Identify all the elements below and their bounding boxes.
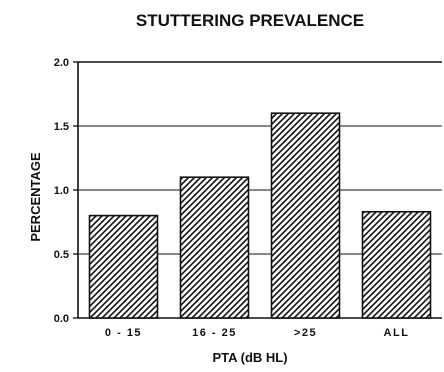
y-tick-label: 2.0	[54, 57, 69, 69]
x-tick-label: 16 - 25	[192, 327, 237, 339]
y-tick-label: 1.5	[54, 121, 69, 133]
y-tick-label: 1.0	[54, 185, 69, 197]
chart-title: STUTTERING PREVALENCE	[136, 11, 364, 30]
bar	[270, 112, 341, 319]
x-tick-label: >25	[294, 327, 317, 339]
bar	[361, 210, 432, 319]
y-tick-label: 0.0	[54, 313, 69, 325]
y-axis-label: PERCENTAGE	[28, 152, 43, 242]
x-tick-label: ALL	[384, 327, 410, 339]
bar	[88, 214, 159, 319]
bar	[179, 176, 250, 319]
x-tick-label: 0 - 15	[105, 327, 142, 339]
x-axis-label: PTA (dB HL)	[212, 350, 287, 365]
y-tick-label: 0.5	[54, 249, 69, 261]
plot-area: 0.0 0.5 1.0 1.5 2.0 0 - 15 16 - 25 >25 ALL	[54, 57, 442, 339]
